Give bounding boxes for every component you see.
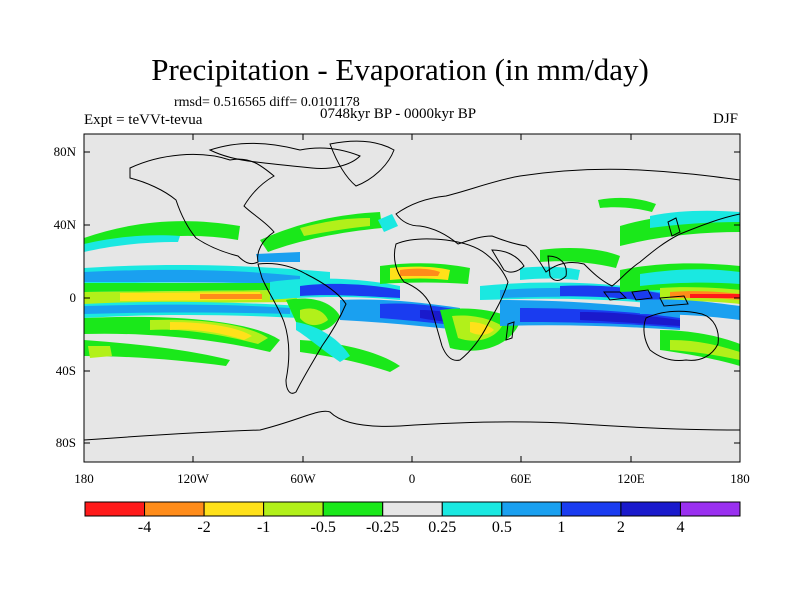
lon-tick-marks xyxy=(83,134,741,462)
colorbar-label: 4 xyxy=(676,519,685,536)
colorbar xyxy=(84,501,741,517)
lon-tick-label: 120E xyxy=(617,471,645,486)
lat-tick-label: 40N xyxy=(53,217,76,232)
colorbar-box xyxy=(144,501,205,517)
lon-tick-label: 60E xyxy=(510,471,532,486)
colorbar-box xyxy=(382,501,443,517)
period-label: 0748kyr BP - 0000kyr BP xyxy=(320,106,477,122)
colorbar-box xyxy=(263,501,324,517)
colorbar-label: 2 xyxy=(616,519,625,536)
chart-title: Precipitation - Evaporation (in mm/day) xyxy=(151,52,649,87)
precip-field xyxy=(84,197,740,372)
colorbar-label: -1 xyxy=(256,519,271,536)
colorbar-box xyxy=(679,501,741,517)
colorbar-box xyxy=(501,501,562,517)
lon-tick-label: 180 xyxy=(730,471,750,486)
colorbar-label: -0.25 xyxy=(366,519,400,536)
lat-tick-label: 80S xyxy=(55,435,76,450)
stats-text: rmsd= 0.516565 diff= 0.0101178 xyxy=(174,95,360,110)
colorbar-box xyxy=(620,501,681,517)
colorbar-label: 0.5 xyxy=(491,519,512,536)
colorbar-box xyxy=(441,501,503,517)
season-label: DJF xyxy=(712,111,738,127)
lon-tick-label: 180 xyxy=(74,471,94,486)
colorbar-label: -0.5 xyxy=(310,519,336,536)
colorbar-box xyxy=(322,501,384,517)
lat-tick-label: 40S xyxy=(55,363,76,378)
colorbar-box xyxy=(84,501,146,517)
coastlines xyxy=(84,140,740,441)
lon-tick-label: 0 xyxy=(408,471,416,486)
colorbar-label: -4 xyxy=(137,519,152,536)
colorbar-box xyxy=(560,501,622,517)
colorbar-label: -2 xyxy=(197,519,211,536)
lat-tick-label: 80N xyxy=(53,144,76,159)
lat-tick-marks xyxy=(84,151,740,444)
colorbar-box xyxy=(203,501,265,517)
experiment-label: Expt = teVVt-tevua xyxy=(84,112,203,128)
lat-tick-label: 0 xyxy=(69,290,77,305)
lon-tick-label: 120W xyxy=(177,471,209,486)
lon-tick-label: 60W xyxy=(290,471,316,486)
colorbar-label: 0.25 xyxy=(428,519,457,536)
colorbar-label: 1 xyxy=(557,519,566,536)
